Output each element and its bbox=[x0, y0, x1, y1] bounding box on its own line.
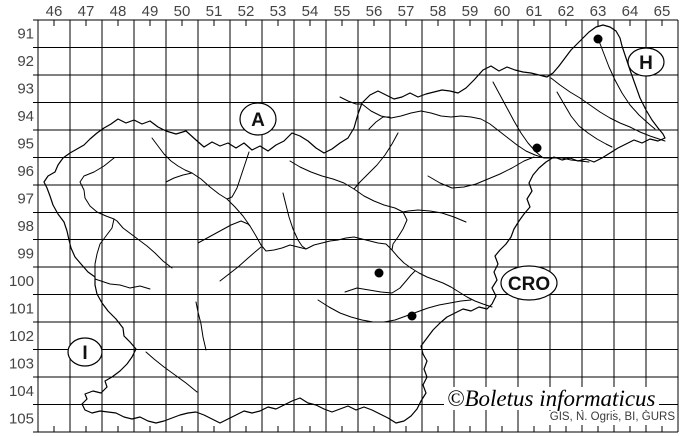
row-axis-label: 105 bbox=[9, 410, 34, 427]
col-axis-label: 61 bbox=[526, 3, 543, 20]
col-axis-label: 52 bbox=[238, 3, 255, 20]
river-line bbox=[195, 301, 207, 351]
occurrence-dot bbox=[593, 34, 603, 44]
country-ellipse bbox=[627, 47, 665, 77]
col-axis-label: 63 bbox=[590, 3, 607, 20]
country-ellipse bbox=[500, 265, 558, 301]
country-labels: A H CRO I bbox=[67, 47, 665, 367]
river-line bbox=[344, 270, 416, 294]
row-axis-label: 103 bbox=[9, 355, 34, 372]
map-attribution: GIS, N. Ogris, BI, GURS bbox=[547, 411, 677, 425]
col-axis-label: 53 bbox=[270, 3, 287, 20]
col-axis-label: 58 bbox=[430, 3, 447, 20]
river-line bbox=[289, 160, 408, 251]
row-axis-label: 101 bbox=[9, 300, 34, 317]
occurrence-dot bbox=[374, 268, 384, 278]
country-ellipse bbox=[67, 337, 103, 367]
river-line bbox=[361, 103, 590, 163]
country-ellipse bbox=[239, 102, 277, 136]
row-axis-label: 98 bbox=[17, 218, 34, 235]
river-line bbox=[197, 220, 251, 244]
col-axis-label: 49 bbox=[142, 3, 159, 20]
country-label: I bbox=[82, 343, 87, 364]
river-line bbox=[402, 209, 467, 223]
row-axis-label: 99 bbox=[17, 245, 34, 262]
row-axis-label: 93 bbox=[17, 81, 34, 98]
col-axis-label: 51 bbox=[206, 3, 223, 20]
river-line bbox=[226, 151, 250, 200]
river-line bbox=[427, 156, 535, 189]
country-label: H bbox=[639, 53, 653, 74]
copyright-watermark: ©Boletus informaticus bbox=[444, 387, 659, 410]
grid-lines bbox=[33, 19, 679, 433]
river-lines bbox=[79, 40, 666, 393]
col-axis-label: 50 bbox=[174, 3, 191, 20]
country-border-outline bbox=[43, 24, 666, 424]
river-line bbox=[368, 116, 392, 130]
river-line bbox=[353, 132, 399, 190]
country-label: A bbox=[251, 110, 265, 131]
col-axis-label: 64 bbox=[622, 3, 639, 20]
country-label: CRO bbox=[508, 274, 550, 295]
river-line bbox=[339, 96, 363, 105]
river-line bbox=[145, 351, 198, 393]
river-line bbox=[598, 40, 656, 130]
occurrence-dots bbox=[374, 34, 603, 321]
river-line bbox=[151, 137, 193, 174]
river-line bbox=[113, 218, 173, 269]
col-axis-label: 60 bbox=[494, 3, 511, 20]
col-axis-label: 46 bbox=[46, 3, 63, 20]
row-axis-label: 97 bbox=[17, 191, 34, 208]
col-axis-label: 48 bbox=[110, 3, 127, 20]
river-line bbox=[550, 77, 666, 142]
river-line bbox=[219, 246, 262, 282]
axis-labels: 46 47 48 49 50 51 52 53 54 55 56 57 58 59 60 61 62 63 64 65… bbox=[9, 3, 670, 427]
row-axis-label: 91 bbox=[17, 26, 34, 43]
river-line bbox=[317, 299, 472, 323]
row-axis-label: 104 bbox=[9, 383, 34, 400]
row-axis-label: 96 bbox=[17, 163, 34, 180]
row-axis-label: 95 bbox=[17, 136, 34, 153]
col-axis-label: 62 bbox=[558, 3, 575, 20]
river-line bbox=[191, 172, 493, 308]
river-line bbox=[94, 278, 151, 290]
river-line bbox=[165, 172, 193, 183]
river-line bbox=[556, 91, 613, 148]
row-axis-label: 100 bbox=[9, 273, 34, 290]
occurrence-dot bbox=[532, 143, 542, 153]
row-axis-label: 94 bbox=[17, 108, 34, 125]
river-line bbox=[79, 157, 115, 281]
occurrence-dot bbox=[407, 311, 417, 321]
col-axis-label: 47 bbox=[78, 3, 95, 20]
col-axis-label: 57 bbox=[398, 3, 415, 20]
col-axis-label: 54 bbox=[302, 3, 319, 20]
row-axis-label: 92 bbox=[17, 53, 34, 70]
col-axis-label: 59 bbox=[462, 3, 479, 20]
river-line bbox=[282, 192, 307, 250]
col-axis-label: 56 bbox=[366, 3, 383, 20]
col-axis-label: 65 bbox=[654, 3, 671, 20]
row-axis-label: 102 bbox=[9, 328, 34, 345]
col-axis-label: 55 bbox=[334, 3, 351, 20]
